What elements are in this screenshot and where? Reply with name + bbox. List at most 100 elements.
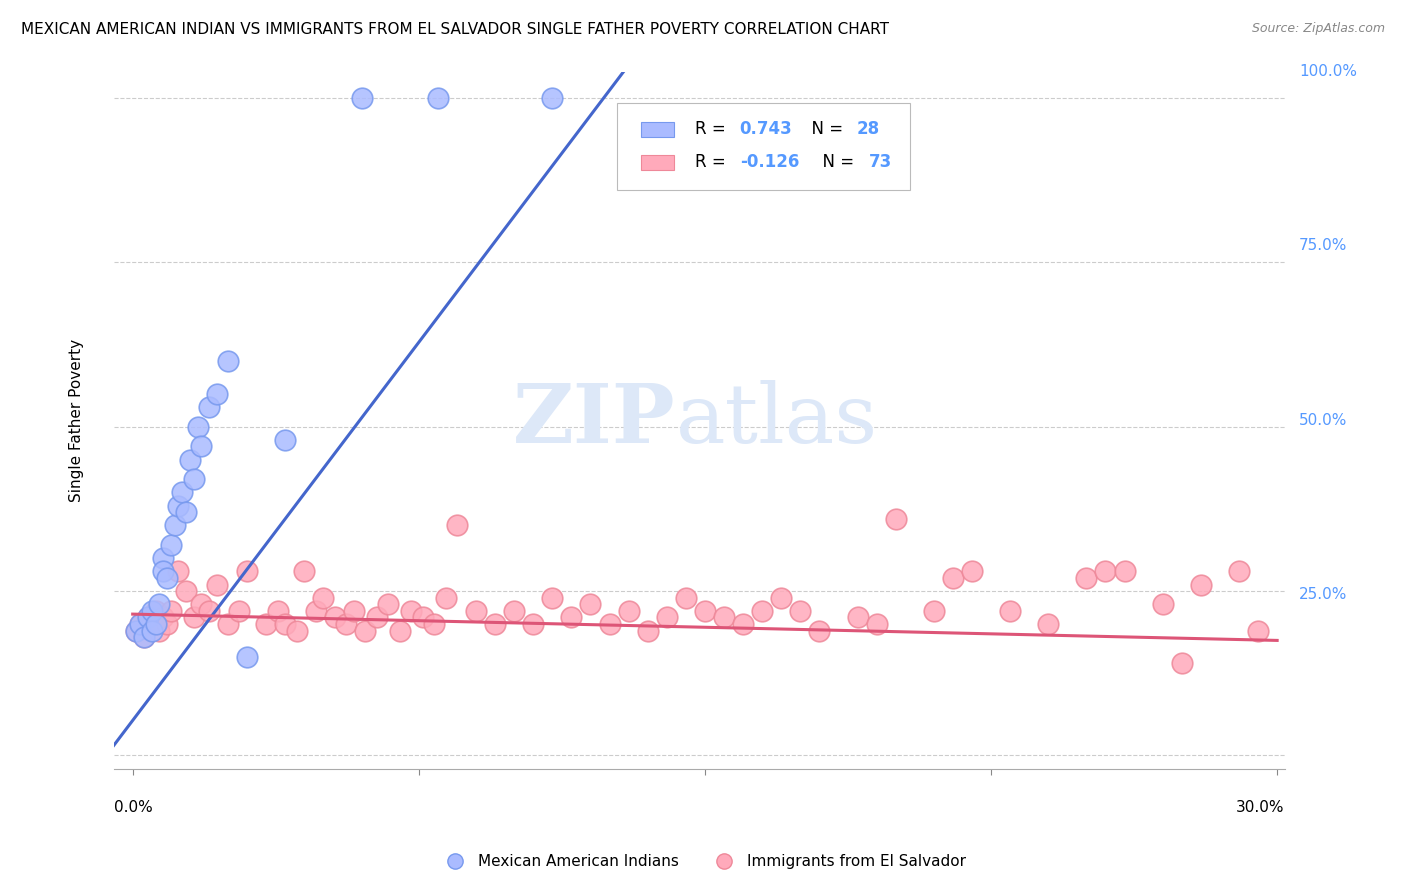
FancyBboxPatch shape <box>617 103 910 190</box>
Point <box>156 571 179 585</box>
Point <box>942 571 965 585</box>
Point <box>129 617 152 632</box>
Point <box>217 617 239 632</box>
Point <box>884 512 907 526</box>
Text: 25.0%: 25.0% <box>1299 587 1347 602</box>
Text: 30.0%: 30.0% <box>1236 800 1285 815</box>
Text: 73: 73 <box>869 153 891 171</box>
Point <box>599 617 621 632</box>
Point <box>377 597 399 611</box>
Point <box>312 591 335 605</box>
Text: 0.743: 0.743 <box>740 120 793 138</box>
Point <box>136 610 159 624</box>
Point <box>399 604 422 618</box>
Text: 75.0%: 75.0% <box>1299 238 1347 253</box>
Point <box>190 597 212 611</box>
Point <box>205 386 228 401</box>
Point <box>174 505 197 519</box>
Text: 50.0%: 50.0% <box>1299 413 1347 427</box>
Point <box>198 604 221 618</box>
Point <box>292 565 315 579</box>
Point <box>922 604 945 618</box>
Point <box>484 617 506 632</box>
Point <box>1094 565 1116 579</box>
Point <box>148 597 170 611</box>
Point <box>134 630 156 644</box>
Point <box>1152 597 1174 611</box>
Text: -0.126: -0.126 <box>740 153 799 171</box>
Point <box>446 518 468 533</box>
Point <box>145 604 167 618</box>
Point <box>1247 624 1270 638</box>
Point <box>846 610 869 624</box>
Point <box>865 617 887 632</box>
Point <box>136 610 159 624</box>
Text: MEXICAN AMERICAN INDIAN VS IMMIGRANTS FROM EL SALVADOR SINGLE FATHER POVERTY COR: MEXICAN AMERICAN INDIAN VS IMMIGRANTS FR… <box>21 22 889 37</box>
Point <box>152 610 174 624</box>
Text: Single Father Poverty: Single Father Poverty <box>69 339 83 501</box>
Point <box>655 610 678 624</box>
Point <box>1038 617 1060 632</box>
Point <box>675 591 697 605</box>
Point <box>426 91 449 105</box>
Point <box>637 624 659 638</box>
Point <box>560 610 582 624</box>
Point <box>198 400 221 414</box>
Point <box>388 624 411 638</box>
Point <box>179 452 201 467</box>
Text: ZIP: ZIP <box>513 380 676 460</box>
Legend: Mexican American Indians, Immigrants from El Salvador: Mexican American Indians, Immigrants fro… <box>433 848 973 875</box>
Point <box>423 617 446 632</box>
Point <box>167 565 190 579</box>
Text: 100.0%: 100.0% <box>1299 64 1357 79</box>
Text: 28: 28 <box>856 120 880 138</box>
Text: N =: N = <box>800 120 848 138</box>
Point <box>186 419 208 434</box>
Point <box>129 617 152 632</box>
Text: N =: N = <box>813 153 859 171</box>
Point <box>274 617 297 632</box>
Point <box>148 624 170 638</box>
Point <box>156 617 179 632</box>
Point <box>141 617 163 632</box>
Point <box>305 604 328 618</box>
Point <box>183 610 205 624</box>
Point <box>152 565 174 579</box>
Point <box>789 604 811 618</box>
Point <box>172 485 194 500</box>
Point <box>343 604 366 618</box>
Point <box>350 91 373 105</box>
Point <box>183 472 205 486</box>
Point <box>1189 577 1212 591</box>
Point <box>163 518 186 533</box>
Point <box>366 610 388 624</box>
Point <box>354 624 377 638</box>
Point <box>125 624 148 638</box>
Point <box>125 624 148 638</box>
Point <box>522 617 544 632</box>
Point <box>412 610 434 624</box>
Point <box>713 610 735 624</box>
Point <box>1114 565 1136 579</box>
Point <box>465 604 488 618</box>
Point <box>236 649 259 664</box>
Point <box>541 591 564 605</box>
Point <box>174 584 197 599</box>
Point <box>1171 657 1194 671</box>
Point <box>228 604 250 618</box>
Point <box>152 551 174 566</box>
Point <box>323 610 346 624</box>
Point <box>134 630 156 644</box>
Point <box>1227 565 1250 579</box>
Point <box>141 624 163 638</box>
Point <box>1076 571 1098 585</box>
Point <box>274 433 297 447</box>
Text: R =: R = <box>695 153 731 171</box>
Text: Source: ZipAtlas.com: Source: ZipAtlas.com <box>1251 22 1385 36</box>
Bar <box>641 154 673 169</box>
Point <box>434 591 457 605</box>
Point <box>141 604 163 618</box>
Text: 0.0%: 0.0% <box>114 800 152 815</box>
Point <box>335 617 357 632</box>
Point <box>145 617 167 632</box>
